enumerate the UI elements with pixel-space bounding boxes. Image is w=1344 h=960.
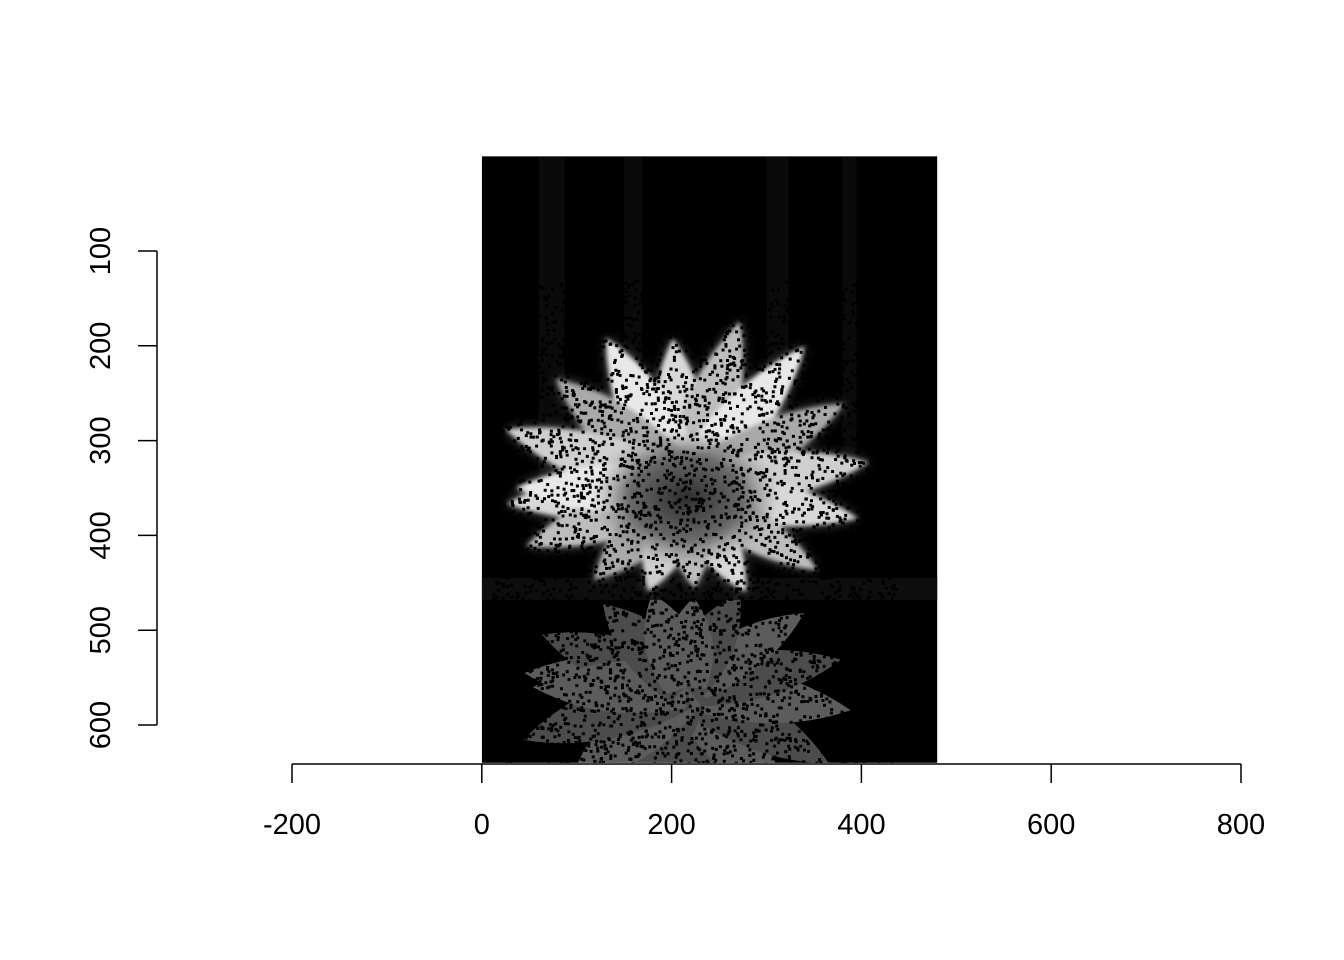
x-tick-label: 400 <box>837 809 885 841</box>
y-tick-label: 500 <box>85 606 117 654</box>
y-tick-label: 100 <box>85 227 117 275</box>
noise-pixels <box>491 279 903 763</box>
x-tick-label: 0 <box>474 809 490 841</box>
x-tick-label: 800 <box>1217 809 1265 841</box>
x-tick-label: 200 <box>647 809 695 841</box>
y-tick-label: 200 <box>85 322 117 370</box>
x-tick-label: 600 <box>1027 809 1075 841</box>
y-tick-label: 300 <box>85 416 117 464</box>
y-tick-label: 400 <box>85 511 117 559</box>
raster-image <box>481 156 938 763</box>
axes: -200 0 200 400 600 800 100 200 300 400 500 600 <box>85 227 1265 841</box>
x-tick-label: -200 <box>263 809 321 841</box>
y-tick-label: 600 <box>85 701 117 749</box>
